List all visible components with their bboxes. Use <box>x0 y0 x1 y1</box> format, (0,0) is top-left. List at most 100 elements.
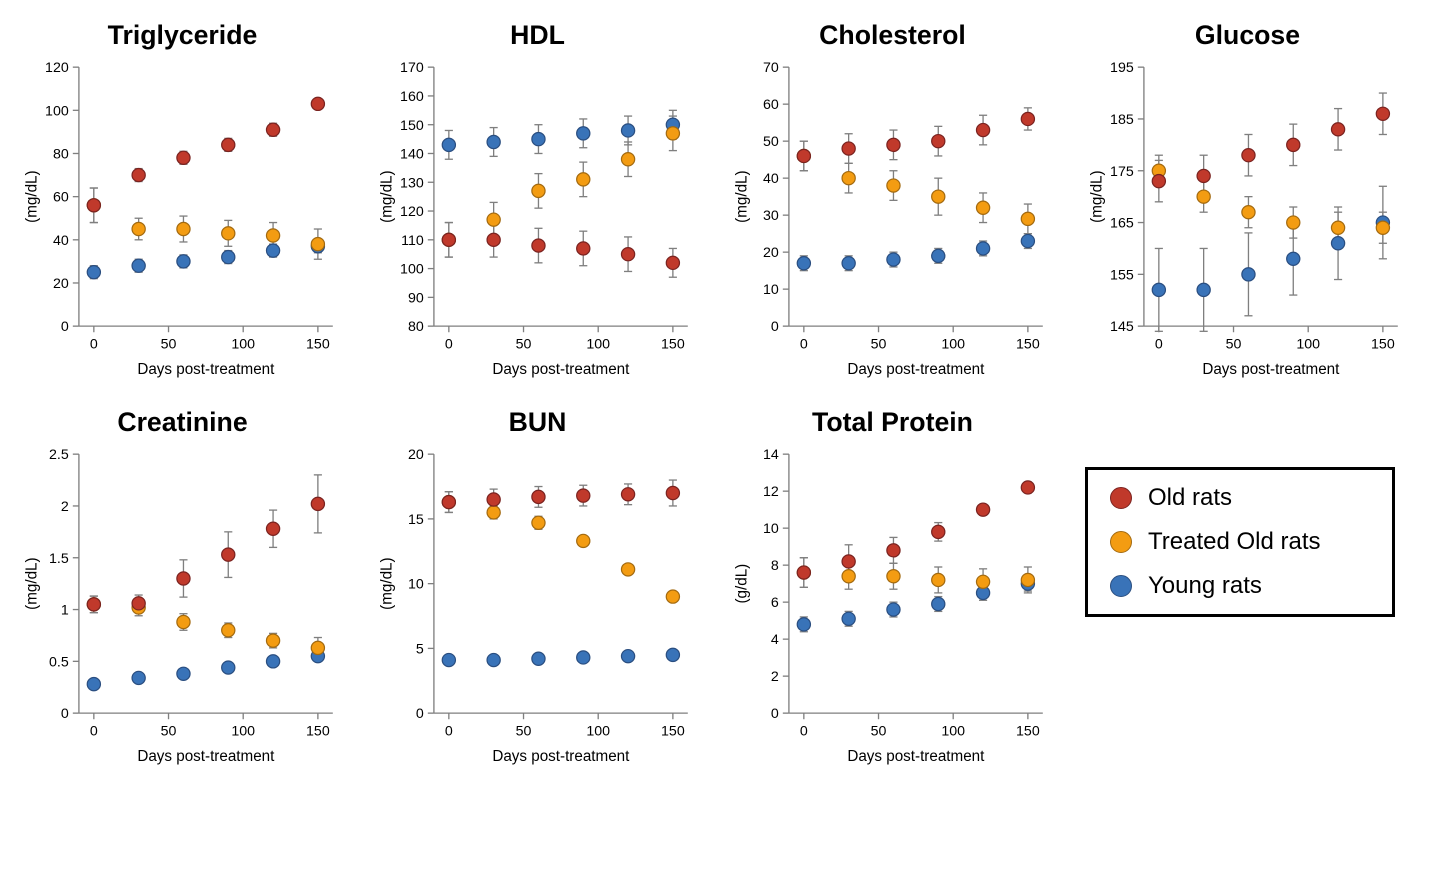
data-point-young <box>222 250 235 263</box>
data-point-young <box>132 259 145 272</box>
data-point-young <box>1242 268 1255 281</box>
svg-text:80: 80 <box>53 147 69 163</box>
svg-text:6: 6 <box>771 595 779 611</box>
svg-text:1: 1 <box>61 603 69 619</box>
data-point-treated <box>887 179 900 192</box>
svg-text:Days post-treatment: Days post-treatment <box>492 361 630 378</box>
legend-marker-young-icon <box>1110 575 1132 597</box>
data-point-old <box>532 239 545 252</box>
svg-text:Days post-treatment: Days post-treatment <box>137 748 275 765</box>
legend-item-young: Young rats <box>1110 572 1370 600</box>
data-point-treated <box>1287 216 1300 229</box>
svg-text:50: 50 <box>871 723 887 739</box>
svg-text:150: 150 <box>661 336 685 352</box>
svg-text:30: 30 <box>763 208 779 224</box>
chart-svg: 00.511.522.5050100150Days post-treatment… <box>20 444 345 769</box>
svg-text:50: 50 <box>161 723 177 739</box>
data-point-young <box>1021 234 1034 247</box>
chart-title: Cholesterol <box>730 20 1055 51</box>
data-point-old <box>311 97 324 110</box>
data-point-treated <box>487 213 500 226</box>
svg-text:0: 0 <box>90 336 98 352</box>
chart-panel-glucose: Glucose145155165175185195050100150Days p… <box>1085 20 1410 387</box>
data-point-old <box>266 522 279 535</box>
data-point-young <box>1197 283 1210 296</box>
data-point-young <box>266 244 279 257</box>
legend-box: Old ratsTreated Old ratsYoung rats <box>1085 467 1395 617</box>
data-point-young <box>577 127 590 140</box>
svg-text:165: 165 <box>1110 216 1134 232</box>
data-point-old <box>222 138 235 151</box>
data-point-old <box>487 233 500 246</box>
data-point-treated <box>621 153 634 166</box>
data-point-old <box>87 598 100 611</box>
data-point-old <box>797 149 810 162</box>
data-point-treated <box>222 227 235 240</box>
data-point-treated <box>932 573 945 586</box>
svg-text:10: 10 <box>408 577 424 593</box>
svg-text:175: 175 <box>1110 164 1134 180</box>
data-point-old <box>442 233 455 246</box>
chart-title: Total Protein <box>730 407 1055 438</box>
data-point-old <box>1331 123 1344 136</box>
svg-text:0: 0 <box>61 706 69 722</box>
data-point-old <box>577 242 590 255</box>
svg-text:0: 0 <box>1155 336 1163 352</box>
svg-text:100: 100 <box>45 103 69 119</box>
data-point-old <box>222 548 235 561</box>
data-point-young <box>621 124 634 137</box>
data-point-treated <box>311 641 324 654</box>
data-point-old <box>177 151 190 164</box>
chart-title: HDL <box>375 20 700 51</box>
data-point-young <box>887 603 900 616</box>
data-point-young <box>177 667 190 680</box>
data-point-young <box>87 678 100 691</box>
svg-text:Days post-treatment: Days post-treatment <box>1202 361 1340 378</box>
chart-title: Creatinine <box>20 407 345 438</box>
chart-svg: 02468101214050100150Days post-treatment(… <box>730 444 1055 769</box>
data-point-treated <box>222 624 235 637</box>
svg-text:110: 110 <box>401 233 424 249</box>
svg-text:195: 195 <box>1110 60 1134 76</box>
data-point-treated <box>1242 206 1255 219</box>
data-point-old <box>1152 175 1165 188</box>
chart-panel-creatinine: Creatinine00.511.522.5050100150Days post… <box>20 407 345 774</box>
svg-text:40: 40 <box>763 171 779 187</box>
svg-text:2: 2 <box>61 499 69 515</box>
data-point-old <box>621 488 634 501</box>
svg-text:90: 90 <box>408 290 424 306</box>
data-point-treated <box>487 506 500 519</box>
svg-text:145: 145 <box>1110 319 1134 335</box>
chart-svg: 020406080100120050100150Days post-treatm… <box>20 57 345 382</box>
data-point-old <box>932 135 945 148</box>
data-point-young <box>87 266 100 279</box>
data-point-treated <box>621 563 634 576</box>
data-point-young <box>887 253 900 266</box>
data-point-treated <box>577 173 590 186</box>
chart-svg: 05101520050100150Days post-treatment(mg/… <box>375 444 700 769</box>
svg-text:0: 0 <box>61 319 69 335</box>
svg-text:0: 0 <box>771 706 779 722</box>
chart-panel-totalprotein: Total Protein02468101214050100150Days po… <box>730 407 1055 774</box>
svg-text:0: 0 <box>90 723 98 739</box>
chart-svg: 010203040506070050100150Days post-treatm… <box>730 57 1055 382</box>
data-point-treated <box>177 222 190 235</box>
svg-text:0: 0 <box>800 336 808 352</box>
data-point-old <box>932 525 945 538</box>
svg-text:100: 100 <box>941 336 965 352</box>
svg-text:2: 2 <box>771 669 779 685</box>
data-point-old <box>666 256 679 269</box>
data-point-old <box>887 138 900 151</box>
svg-text:100: 100 <box>231 336 255 352</box>
data-point-treated <box>532 184 545 197</box>
data-point-treated <box>976 575 989 588</box>
data-point-young <box>842 612 855 625</box>
svg-text:20: 20 <box>763 245 779 261</box>
data-point-young <box>132 671 145 684</box>
svg-text:Days post-treatment: Days post-treatment <box>847 361 985 378</box>
data-point-treated <box>1197 190 1210 203</box>
chart-svg: 8090100110120130140150160170050100150Day… <box>375 57 700 382</box>
data-point-young <box>932 597 945 610</box>
data-point-young <box>442 138 455 151</box>
data-point-young <box>222 661 235 674</box>
